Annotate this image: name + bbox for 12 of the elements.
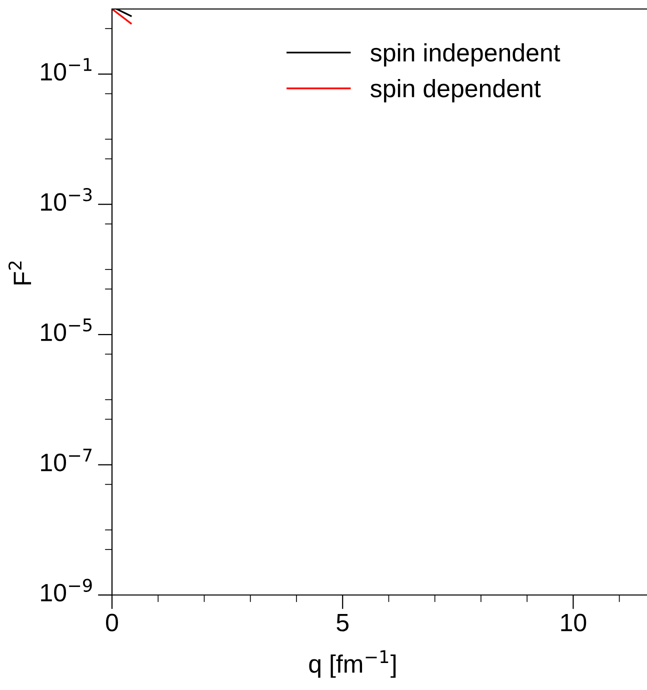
y-tick-label: 10$^{−9}$	[41, 578, 92, 602]
y-tick-label: 10$^{−1}$	[41, 58, 92, 81]
x-axis-title: q [fm$^{−1}$]	[309, 650, 396, 678]
legend-label: spin independent	[370, 43, 560, 67]
y-tick-label: 10$^{−3}$	[41, 188, 92, 211]
x-tick-label: 10	[561, 614, 586, 632]
y-tick-label: 10$^{−7}$	[41, 448, 92, 472]
legend-label: spin dependent	[370, 79, 541, 102]
y-axis-title: F$^{2}$	[8, 262, 32, 284]
x-tick-label: 5	[336, 614, 349, 632]
y-tick-label: 10$^{−5}$	[41, 318, 92, 342]
x-tick-label: 0	[106, 614, 118, 632]
